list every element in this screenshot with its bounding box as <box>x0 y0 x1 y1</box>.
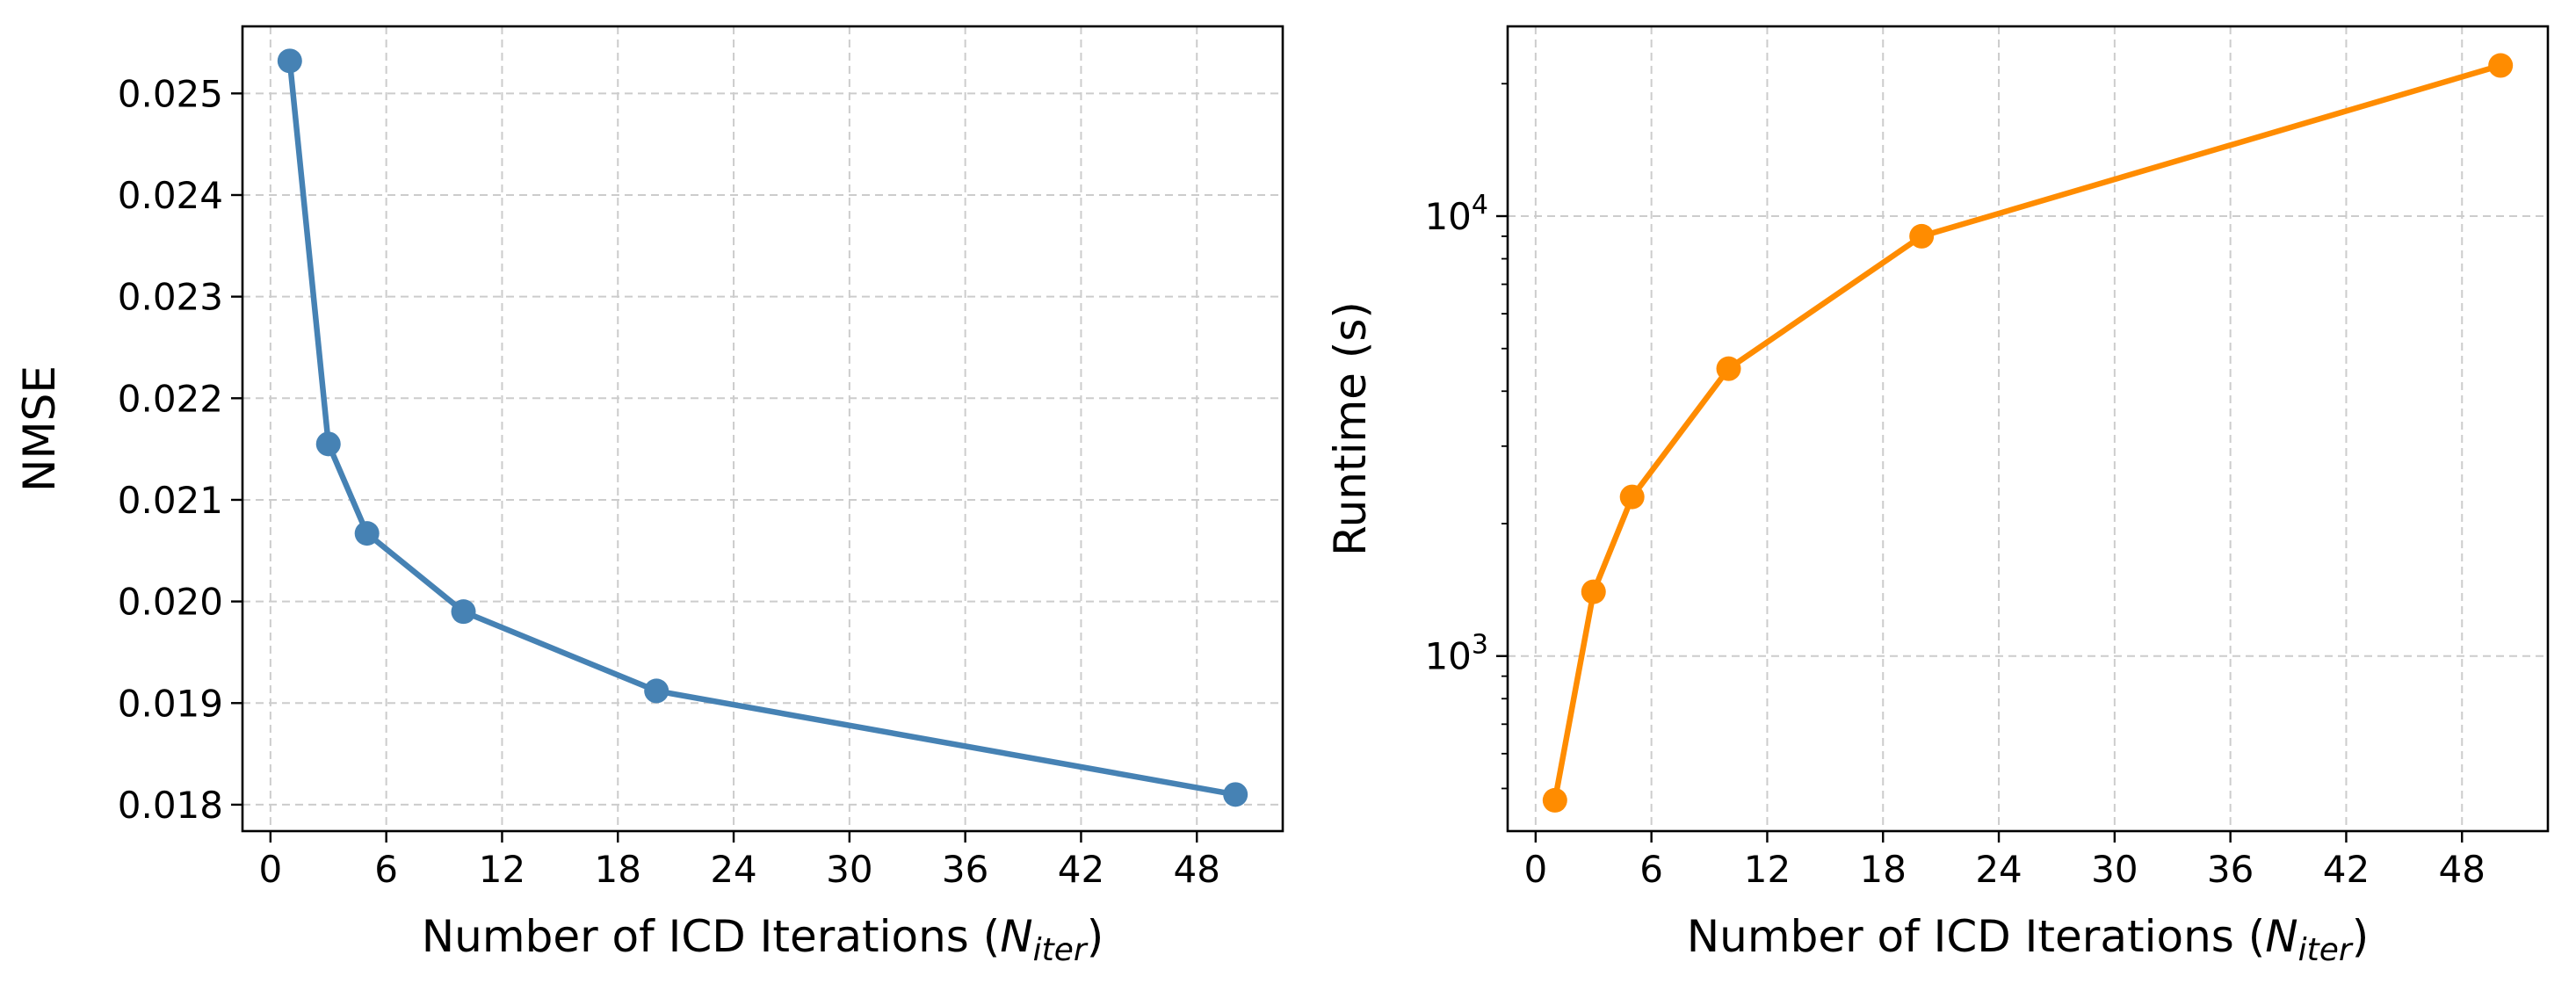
x-tick-label: 18 <box>1860 848 1907 891</box>
y-axis-label: Runtime (s) <box>1325 301 1376 556</box>
x-tick-label: 36 <box>2207 848 2254 891</box>
x-axis-label: Number of ICD Iterations (Niter) <box>422 911 1103 968</box>
x-axis-label-text: Number of ICD Iterations ( <box>422 911 1000 962</box>
data-point <box>1581 579 1606 604</box>
data-point <box>1716 356 1741 381</box>
y-tick-label: 0.020 <box>118 581 223 624</box>
series-line <box>1552 62 2504 804</box>
data-point <box>1223 782 1248 807</box>
y-tick-label-base: 10 <box>1424 635 1471 678</box>
x-axis-label-close: ) <box>2352 911 2370 962</box>
x-tick-label: 30 <box>826 848 872 891</box>
y-tick-label: 0.021 <box>118 479 223 522</box>
x-tick-label: 6 <box>374 848 398 891</box>
x-tick-label: 48 <box>2439 848 2486 891</box>
x-axis-label-subscript: iter <box>2298 932 2354 968</box>
x-axis-label-close: ) <box>1087 911 1104 962</box>
x-tick-label: 18 <box>595 848 641 891</box>
data-point <box>1909 223 1935 249</box>
y-tick-label: 0.023 <box>118 276 223 319</box>
x-axis-label-text: Number of ICD Iterations ( <box>1687 911 2265 962</box>
data-point <box>315 431 341 457</box>
x-tick-label: 30 <box>2091 848 2138 891</box>
x-tick-label: 42 <box>1058 848 1104 891</box>
x-axis-label-subscript: iter <box>1033 932 1089 968</box>
data-point <box>277 48 302 74</box>
y-tick-label-base: 10 <box>1424 195 1471 238</box>
x-tick-label: 6 <box>1639 848 1663 891</box>
y-tick-label: 0.024 <box>118 174 223 217</box>
axes-frame <box>241 25 1284 833</box>
data-point <box>451 599 476 625</box>
data-point <box>1542 787 1567 813</box>
axes-frame <box>1506 25 2550 833</box>
y-tick-label: 0.018 <box>118 784 223 827</box>
data-point <box>2488 53 2514 78</box>
y-tick-label-exponent: 4 <box>1472 190 1488 221</box>
x-axis-label-symbol: N <box>2265 911 2297 962</box>
y-tick-label: 0.025 <box>118 72 223 115</box>
series-line <box>286 58 1239 798</box>
x-tick-label: 12 <box>479 848 525 891</box>
x-tick-label: 24 <box>1975 848 2022 891</box>
x-axis-label-symbol: N <box>1000 911 1032 962</box>
x-tick-label: 42 <box>2323 848 2370 891</box>
x-tick-label: 48 <box>1174 848 1220 891</box>
y-tick-label-exponent: 3 <box>1472 630 1488 661</box>
nmse-chart: 0 6 12 18 24 30 36 42 48 0.018 0.019 0.020 0.021 0.02… <box>14 25 1284 968</box>
x-axis-label: Number of ICD Iterations (Niter) <box>1687 911 2369 968</box>
data-point <box>1619 484 1645 510</box>
data-point <box>644 678 669 704</box>
data-point <box>354 521 380 546</box>
x-tick-label: 0 <box>1523 848 1547 891</box>
y-tick-label: 0.022 <box>118 377 223 420</box>
y-tick-label: 0.019 <box>118 682 223 725</box>
y-tick-label: 103 <box>1424 630 1488 678</box>
x-tick-label: 12 <box>1744 848 1791 891</box>
y-axis-label: NMSE <box>14 365 65 492</box>
y-tick-label: 104 <box>1424 190 1488 238</box>
x-tick-label: 24 <box>710 848 756 891</box>
x-tick-label: 36 <box>942 848 988 891</box>
x-tick-label: 0 <box>258 848 282 891</box>
